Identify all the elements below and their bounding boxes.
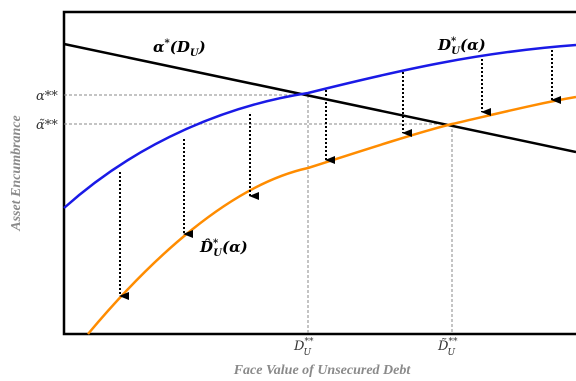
d-ss-tick: D** U: [293, 337, 314, 358]
plot-frame: [62, 10, 576, 336]
d-hat-star-label: D̂* U(α): [199, 238, 248, 259]
alpha-ss-tick: α**: [36, 89, 58, 104]
alpha-star-curve: [63, 42, 576, 154]
d-star-label: D* U(α): [437, 36, 486, 57]
alpha-tilde-ss-tick: α̃**: [36, 118, 58, 133]
y-axis-title: Asset Encumbrance: [9, 115, 24, 232]
x-axis-title: Face Value of Unsecured Debt: [233, 363, 412, 378]
d-star-curve: [63, 43, 576, 209]
alpha-star-label: α*(DU): [153, 38, 206, 59]
shift-arrows: [119, 50, 561, 300]
d-tilde-ss-tick: D̃** U: [437, 337, 458, 358]
guide-lines: [64, 94, 453, 334]
d-hat-star-curve: [87, 95, 576, 335]
